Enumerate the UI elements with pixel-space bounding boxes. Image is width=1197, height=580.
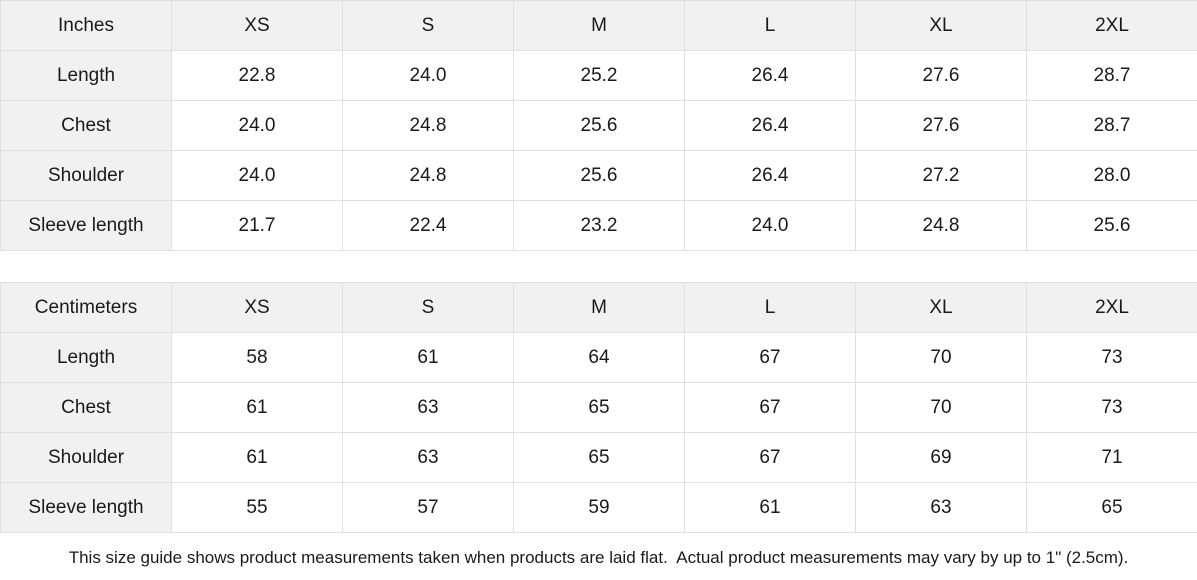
size-header-2xl: 2XL bbox=[1026, 0, 1197, 51]
measurement-cell: 65 bbox=[513, 432, 685, 483]
size-header-xl: XL bbox=[855, 0, 1027, 51]
size-header-xl: XL bbox=[855, 282, 1027, 333]
measurement-cell: 25.6 bbox=[513, 150, 685, 201]
table-row-chest: Chest 61 63 65 67 70 73 bbox=[0, 382, 1197, 433]
measurement-cell: 65 bbox=[513, 382, 685, 433]
measurement-cell: 22.8 bbox=[171, 50, 343, 101]
table-row-shoulder: Shoulder 61 63 65 67 69 71 bbox=[0, 432, 1197, 483]
table-row-sleeve-length: Sleeve length 55 57 59 61 63 65 bbox=[0, 482, 1197, 533]
measurement-cell: 61 bbox=[171, 382, 343, 433]
measurement-cell: 73 bbox=[1026, 332, 1197, 383]
row-label-length: Length bbox=[0, 332, 172, 383]
row-label-chest: Chest bbox=[0, 100, 172, 151]
measurement-cell: 64 bbox=[513, 332, 685, 383]
row-label-sleeve-length: Sleeve length bbox=[0, 482, 172, 533]
centimeters-table: Centimeters XS S M L XL 2XL Length 58 61… bbox=[0, 282, 1197, 533]
measurement-cell: 63 bbox=[342, 382, 514, 433]
measurement-cell: 61 bbox=[342, 332, 514, 383]
measurement-cell: 73 bbox=[1026, 382, 1197, 433]
row-label-sleeve-length: Sleeve length bbox=[0, 200, 172, 251]
centimeters-header-row: Centimeters XS S M L XL 2XL bbox=[0, 282, 1197, 333]
inches-table: Inches XS S M L XL 2XL Length 22.8 24.0 … bbox=[0, 0, 1197, 251]
table-spacer bbox=[0, 251, 1197, 282]
row-label-shoulder: Shoulder bbox=[0, 150, 172, 201]
inches-header-row: Inches XS S M L XL 2XL bbox=[0, 0, 1197, 51]
measurement-cell: 67 bbox=[684, 432, 856, 483]
size-header-l: L bbox=[684, 0, 856, 51]
size-header-l: L bbox=[684, 282, 856, 333]
measurement-cell: 67 bbox=[684, 382, 856, 433]
measurement-cell: 25.6 bbox=[513, 100, 685, 151]
measurement-cell: 24.8 bbox=[342, 100, 514, 151]
table-row-shoulder: Shoulder 24.0 24.8 25.6 26.4 27.2 28.0 bbox=[0, 150, 1197, 201]
measurement-cell: 61 bbox=[684, 482, 856, 533]
measurement-cell: 65 bbox=[1026, 482, 1197, 533]
size-header-xs: XS bbox=[171, 0, 343, 51]
measurement-cell: 28.7 bbox=[1026, 50, 1197, 101]
measurement-cell: 70 bbox=[855, 332, 1027, 383]
unit-header-inches: Inches bbox=[0, 0, 172, 51]
measurement-cell: 24.0 bbox=[684, 200, 856, 251]
measurement-cell: 25.6 bbox=[1026, 200, 1197, 251]
measurement-cell: 28.7 bbox=[1026, 100, 1197, 151]
measurement-cell: 22.4 bbox=[342, 200, 514, 251]
measurement-cell: 26.4 bbox=[684, 50, 856, 101]
measurement-cell: 24.0 bbox=[342, 50, 514, 101]
measurement-cell: 24.0 bbox=[171, 150, 343, 201]
measurement-cell: 63 bbox=[342, 432, 514, 483]
measurement-cell: 70 bbox=[855, 382, 1027, 433]
measurement-cell: 24.0 bbox=[171, 100, 343, 151]
measurement-cell: 71 bbox=[1026, 432, 1197, 483]
unit-header-centimeters: Centimeters bbox=[0, 282, 172, 333]
size-header-2xl: 2XL bbox=[1026, 282, 1197, 333]
measurement-cell: 24.8 bbox=[855, 200, 1027, 251]
measurement-cell: 27.6 bbox=[855, 50, 1027, 101]
measurement-cell: 24.8 bbox=[342, 150, 514, 201]
size-header-s: S bbox=[342, 0, 514, 51]
size-header-s: S bbox=[342, 282, 514, 333]
measurement-cell: 27.2 bbox=[855, 150, 1027, 201]
measurement-cell: 21.7 bbox=[171, 200, 343, 251]
row-label-shoulder: Shoulder bbox=[0, 432, 172, 483]
table-row-length: Length 58 61 64 67 70 73 bbox=[0, 332, 1197, 383]
size-header-m: M bbox=[513, 0, 685, 51]
size-guide-note: This size guide shows product measuremen… bbox=[0, 533, 1197, 580]
measurement-cell: 63 bbox=[855, 482, 1027, 533]
measurement-cell: 25.2 bbox=[513, 50, 685, 101]
table-row-sleeve-length: Sleeve length 21.7 22.4 23.2 24.0 24.8 2… bbox=[0, 200, 1197, 251]
measurement-cell: 27.6 bbox=[855, 100, 1027, 151]
size-header-m: M bbox=[513, 282, 685, 333]
measurement-cell: 23.2 bbox=[513, 200, 685, 251]
measurement-cell: 57 bbox=[342, 482, 514, 533]
measurement-cell: 28.0 bbox=[1026, 150, 1197, 201]
row-label-length: Length bbox=[0, 50, 172, 101]
measurement-cell: 26.4 bbox=[684, 100, 856, 151]
measurement-cell: 59 bbox=[513, 482, 685, 533]
size-header-xs: XS bbox=[171, 282, 343, 333]
table-row-length: Length 22.8 24.0 25.2 26.4 27.6 28.7 bbox=[0, 50, 1197, 101]
table-row-chest: Chest 24.0 24.8 25.6 26.4 27.6 28.7 bbox=[0, 100, 1197, 151]
measurement-cell: 58 bbox=[171, 332, 343, 383]
row-label-chest: Chest bbox=[0, 382, 172, 433]
measurement-cell: 61 bbox=[171, 432, 343, 483]
measurement-cell: 26.4 bbox=[684, 150, 856, 201]
measurement-cell: 69 bbox=[855, 432, 1027, 483]
measurement-cell: 67 bbox=[684, 332, 856, 383]
measurement-cell: 55 bbox=[171, 482, 343, 533]
